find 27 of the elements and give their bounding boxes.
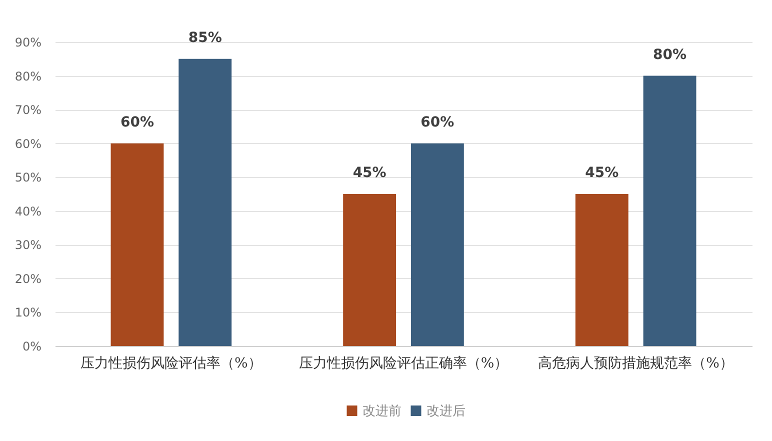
y-tick-label: 40%: [14, 204, 42, 218]
y-tick-label: 30%: [14, 238, 42, 252]
bar: [410, 143, 464, 346]
y-tick-label: 20%: [14, 272, 42, 286]
y-tick-label: 10%: [14, 306, 42, 320]
bar: [343, 194, 396, 346]
y-tick-label: 70%: [14, 103, 42, 118]
bar: [575, 194, 628, 346]
y-tick-label: 50%: [14, 170, 42, 185]
data-label: 45%: [585, 165, 619, 181]
y-tick-label: 0%: [22, 340, 42, 354]
legend-label: 改进后: [426, 404, 466, 419]
y-tick-label: 60%: [14, 136, 42, 151]
data-label: 80%: [653, 46, 687, 63]
legend-label: 改进前: [362, 404, 402, 419]
bar: [110, 143, 164, 346]
data-label: 60%: [120, 114, 154, 130]
bar: [643, 76, 696, 346]
data-label: 85%: [188, 30, 222, 46]
x-tick-label: 压力性损伤风险评估率（%）: [80, 356, 262, 372]
data-label: 45%: [352, 165, 386, 181]
x-tick-label: 压力性损伤风险评估正确率（%）: [298, 356, 508, 372]
bar: [178, 58, 232, 346]
x-tick-label: 高危病人预防措施规范率（%）: [538, 356, 734, 372]
y-tick-label: 90%: [14, 36, 42, 50]
data-label: 60%: [420, 114, 454, 130]
y-tick-label: 80%: [14, 69, 42, 84]
